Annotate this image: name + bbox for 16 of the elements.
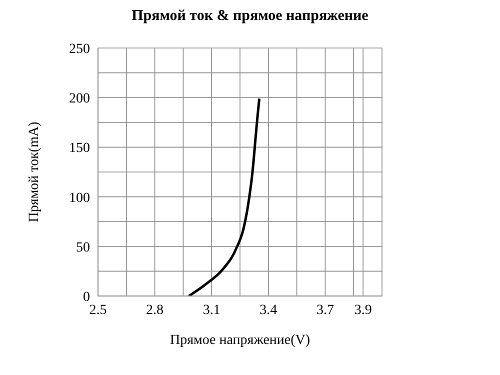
x-tick-label: 3.1 (202, 302, 220, 318)
x-tick-label: 3.4 (260, 302, 278, 318)
y-axis-title: Прямой ток(mA) (26, 121, 42, 222)
line-series (188, 97, 261, 296)
x-tick-label: 3.7 (316, 302, 334, 318)
x-axis-title: Прямое напряжение(V) (170, 333, 310, 348)
chart-title: Прямой ток & прямое напряжение (130, 8, 370, 26)
y-tick-label: 50 (76, 240, 90, 256)
y-tick-label: 100 (69, 190, 90, 206)
y-tick-label: 0 (83, 290, 90, 305)
y-tick-label: 200 (69, 92, 90, 107)
y-tick-label: 150 (69, 141, 90, 156)
x-tick-label: 2.5 (89, 302, 107, 318)
x-tick-label: 3.9 (354, 302, 372, 318)
y-tick-label: 250 (69, 42, 90, 57)
x-tick-label: 2.8 (146, 302, 164, 318)
